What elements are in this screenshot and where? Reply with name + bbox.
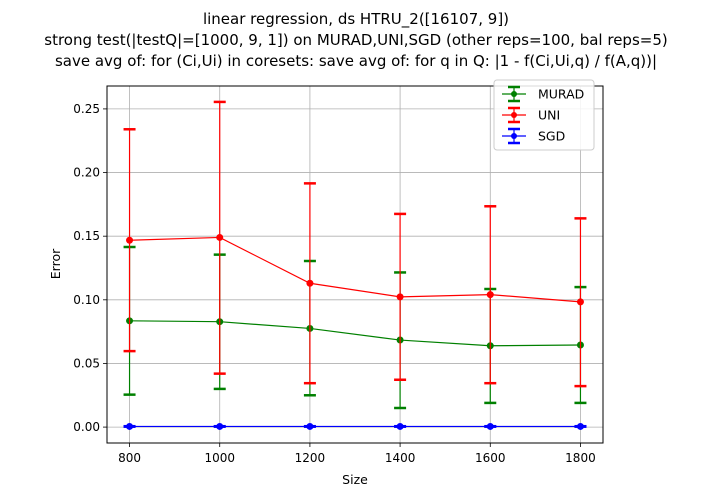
x-tick-label: 800 xyxy=(118,451,141,465)
y-axis-label: Error xyxy=(48,248,63,279)
y-tick-label: 0.20 xyxy=(73,166,100,180)
x-tick-label: 1800 xyxy=(565,451,596,465)
series-uni xyxy=(123,100,587,388)
chart-title: linear regression, ds HTRU_2([16107, 9])… xyxy=(44,10,667,70)
y-tick-label: 0.00 xyxy=(73,420,100,434)
chart-title-line-1: linear regression, ds HTRU_2([16107, 9]) xyxy=(203,10,509,29)
x-tick-label: 1600 xyxy=(475,451,506,465)
y-tick-label: 0.10 xyxy=(73,293,100,307)
y-tick-label: 0.15 xyxy=(73,229,100,243)
uni-point xyxy=(576,298,584,306)
legend-murad-label: MURAD xyxy=(538,87,584,102)
x-tick-label: 1200 xyxy=(295,451,326,465)
sgd-point xyxy=(126,422,134,430)
murad-line xyxy=(129,320,581,347)
series-sgd xyxy=(123,422,587,430)
y-tick-label: 0.05 xyxy=(73,356,100,370)
uni-point xyxy=(396,293,404,301)
sgd-point xyxy=(576,422,584,430)
legend: MURAD UNI SGD xyxy=(493,79,595,151)
legend-item-murad: MURAD xyxy=(502,85,584,103)
uni-point xyxy=(126,236,134,244)
uni-point xyxy=(306,279,314,287)
legend-item-uni: UNI xyxy=(502,106,560,124)
legend-uni-marker xyxy=(511,112,517,118)
plot-frame xyxy=(106,85,604,444)
legend-murad-marker xyxy=(511,91,517,97)
chart-title-line-3: save avg of: for (Ci,Ui) in coresets: sa… xyxy=(55,52,657,70)
legend-item-sgd: SGD xyxy=(502,127,565,145)
legend-sgd-marker xyxy=(511,133,517,139)
legend-box xyxy=(493,79,595,151)
uni-point xyxy=(216,233,224,241)
axis-ticks: 800 1000 1200 1400 1600 1800 0.00 0.05 0.10 0.15 0… xyxy=(73,102,595,465)
legend-uni-label: UNI xyxy=(538,108,560,123)
uni-line xyxy=(129,236,581,303)
uni-point xyxy=(486,291,494,299)
x-axis-label: Size xyxy=(342,472,368,487)
sgd-point xyxy=(486,422,494,430)
series-murad xyxy=(123,245,587,410)
data-series xyxy=(123,100,587,430)
x-tick-label: 1400 xyxy=(385,451,416,465)
x-tick-label: 1000 xyxy=(204,451,235,465)
chart-title-line-2: strong test(|testQ|=[1000, 9, 1]) on MUR… xyxy=(44,31,667,49)
legend-sgd-label: SGD xyxy=(538,129,565,144)
sgd-point xyxy=(216,422,224,430)
sgd-point xyxy=(306,422,314,430)
sgd-point xyxy=(396,422,404,430)
y-tick-label: 0.25 xyxy=(73,102,100,116)
